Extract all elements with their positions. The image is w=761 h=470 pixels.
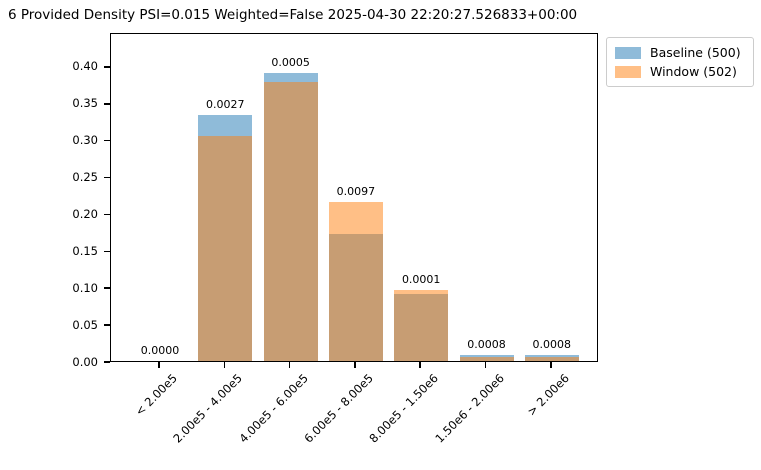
y-tick-label: 0.25 <box>72 170 98 185</box>
y-tick-label: 0.40 <box>72 59 98 74</box>
bar-value-label: 0.0000 <box>140 344 180 357</box>
x-tick-label: > 2.00e6 <box>524 371 572 419</box>
bar-value-label: 0.0001 <box>401 273 441 287</box>
x-tick-mark <box>354 362 356 368</box>
x-tick-mark <box>223 362 226 368</box>
legend-label-window: Window (502) <box>650 63 737 79</box>
y-tick-mark <box>104 287 110 289</box>
bar-value-label: 0.0097 <box>336 184 376 198</box>
y-tick-label: 0.30 <box>72 133 98 148</box>
window-bar <box>394 290 449 361</box>
y-tick-mark <box>104 176 110 179</box>
y-tick-label: 0.15 <box>72 243 98 258</box>
window-bar <box>459 356 514 361</box>
x-tick-mark <box>158 362 160 368</box>
y-tick-label: 0.10 <box>72 280 98 295</box>
window-bar <box>328 201 383 361</box>
y-tick-label: 0.35 <box>72 96 98 111</box>
y-tick-mark <box>104 213 110 216</box>
legend-label-baseline: Baseline (500) <box>650 44 741 60</box>
window-bar <box>198 136 253 361</box>
y-tick-mark <box>104 324 110 326</box>
window-bar <box>263 82 318 361</box>
y-tick-mark <box>104 250 110 253</box>
baseline-swatch-icon <box>615 46 641 59</box>
plot-area: 0.0000 0.0027 0.0005 0.0097 0.0001 0.0008 0.00… <box>110 33 598 362</box>
chart-title: 6 Provided Density PSI=0.015 Weighted=Fa… <box>8 7 578 23</box>
y-tick-mark <box>104 361 110 363</box>
y-tick-mark <box>104 103 110 105</box>
legend: Baseline (500) Window (502) <box>606 37 754 87</box>
y-tick-mark <box>104 66 110 68</box>
x-tick-mark <box>484 362 487 368</box>
x-tick-mark <box>288 362 291 368</box>
window-bar <box>524 356 579 361</box>
bar-value-label: 0.0008 <box>467 338 506 352</box>
window-swatch-icon <box>615 65 641 78</box>
y-tick-label: 0.20 <box>72 206 98 221</box>
bar-value-label: 0.0005 <box>271 56 310 70</box>
bar-value-label: 0.0008 <box>532 338 572 352</box>
x-tick-mark <box>550 362 552 368</box>
bar-value-label: 0.0027 <box>206 97 245 111</box>
y-tick-mark <box>104 139 110 142</box>
y-tick-label: 0.05 <box>72 317 98 332</box>
legend-item-window: Window (502) <box>615 63 745 79</box>
legend-item-baseline: Baseline (500) <box>615 44 745 60</box>
y-tick-label: 0.00 <box>72 354 98 369</box>
x-tick-mark <box>419 362 421 368</box>
